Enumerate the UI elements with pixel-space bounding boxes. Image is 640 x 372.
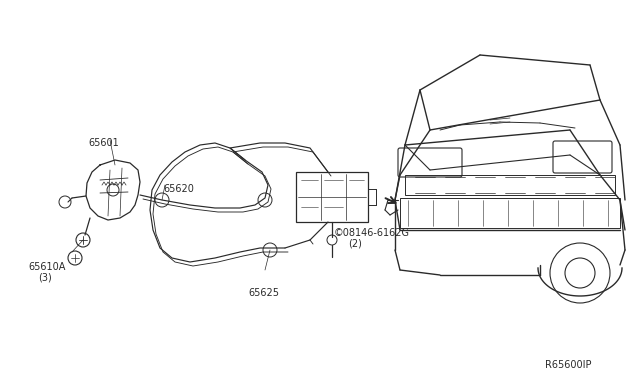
Text: 65620: 65620: [163, 184, 194, 194]
FancyBboxPatch shape: [296, 172, 368, 222]
Text: 65625: 65625: [248, 288, 279, 298]
Text: (3): (3): [38, 273, 52, 283]
Text: (2): (2): [348, 239, 362, 249]
Text: R65600IP: R65600IP: [545, 360, 591, 370]
Text: ©08146-6162G: ©08146-6162G: [334, 228, 410, 238]
Text: 65610A: 65610A: [28, 262, 65, 272]
Text: 65601: 65601: [88, 138, 119, 148]
